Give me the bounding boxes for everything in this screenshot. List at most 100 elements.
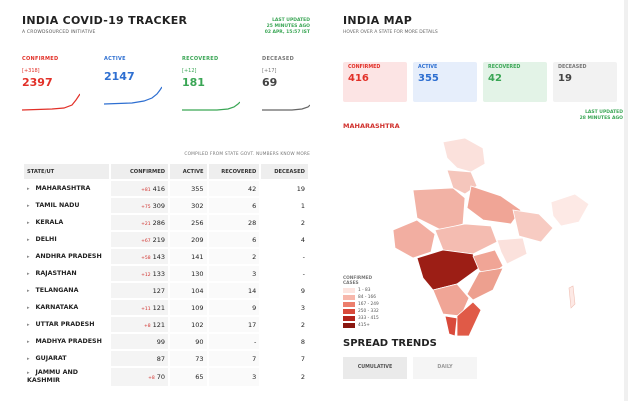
confirmed-value: 219 [152,235,166,244]
tab-daily[interactable]: DAILY [413,357,477,379]
deceased-value: - [302,269,305,278]
active-sparkline [104,86,162,105]
state-name: GUJARAT [35,354,67,362]
table-row[interactable]: ▸ MADHYA PRADESH 99 90 - 8 [24,334,308,349]
state-name: DELHI [35,235,57,243]
header-state[interactable]: STATE/UT [24,164,110,179]
tab-cumulative[interactable]: CUMULATIVE [343,357,407,379]
stat-confirmed[interactable]: CONFIRMED [+318] 2397 [22,56,86,111]
table-row[interactable]: ▸ MAHARASHTRA +81 416 355 42 19 [24,181,308,196]
confirmed-delta: +67 [141,238,151,244]
state-name: TELANGANA [35,286,79,294]
last-updated-relative: 25 MINUTES AGO [266,24,310,29]
chevron-right-icon[interactable]: ▸ [27,321,30,328]
active-value: 355 [170,181,207,196]
table-row[interactable]: ▸ TAMIL NADU +75 309 302 6 1 [24,198,308,213]
card-deceased: DECEASED 19 [553,62,617,102]
table-row[interactable]: ▸ GUJARAT 87 73 7 7 [24,351,308,366]
chevron-right-icon[interactable]: ▸ [27,185,30,192]
confirmed-value: 309 [152,201,166,210]
stat-deceased[interactable]: DECEASED [+17] 69 [262,56,326,111]
stat-label: CONFIRMED [22,56,59,62]
stat-delta: [+318] [22,68,40,74]
header-confirmed[interactable]: CONFIRMED [111,164,169,179]
stat-value: 181 [182,76,205,89]
header-recovered[interactable]: RECOVERED [208,164,260,179]
table-row[interactable]: ▸ JAMMU AND KASHMIR +8 70 65 3 2 [24,368,308,386]
legend-swatch [343,322,355,328]
map-state-mp[interactable] [434,223,498,255]
legend-swatch [343,315,355,321]
map-state-jk[interactable] [442,138,486,173]
map-state-odisha[interactable] [496,237,528,265]
header-deceased[interactable]: DECEASED [261,164,308,179]
map-state-east[interactable] [512,209,554,243]
chevron-right-icon[interactable]: ▸ [27,287,30,294]
table-row[interactable]: ▸ KARNATAKA +11 121 109 9 3 [24,300,308,315]
confirmed-delta: +12 [141,272,151,278]
chevron-right-icon[interactable]: ▸ [27,219,30,226]
map-state-up[interactable] [466,185,522,225]
legend-swatch [343,308,355,314]
recovered-value: 9 [208,300,260,315]
recovered-value: - [208,334,260,349]
map-state-karnataka[interactable] [432,283,470,317]
recovered-value: 17 [208,317,260,332]
state-name: KERALA [35,218,64,226]
map-state-andhra[interactable] [466,267,504,301]
chevron-right-icon[interactable]: ▸ [27,355,30,362]
map-state-kerala[interactable] [444,315,458,337]
active-value: 256 [170,215,207,230]
confirmed-value: 99 [156,337,166,346]
active-value: 209 [170,232,207,247]
state-table: STATE/UT CONFIRMED ACTIVE RECOVERED DECE… [22,162,310,388]
table-row[interactable]: ▸ ANDHRA PRADESH +58 143 141 2 - [24,249,308,264]
stat-active[interactable]: ACTIVE 2147 [104,56,168,105]
chevron-right-icon[interactable]: ▸ [27,338,30,345]
chevron-right-icon[interactable]: ▸ [27,253,30,260]
stat-value: 2397 [22,76,53,89]
card-active: ACTIVE 355 [413,62,477,102]
state-name: MAHARASHTRA [35,184,91,192]
deceased-value: 1 [300,201,305,210]
last-updated-absolute: 02 APR, 15:57 IST [264,30,310,35]
map-state-maharashtra[interactable] [416,249,480,291]
map-state-northeast[interactable] [550,193,590,227]
map-state-gujarat[interactable] [392,219,436,259]
table-row[interactable]: ▸ KERALA +21 286 256 28 2 [24,215,308,230]
table-row[interactable]: ▸ UTTAR PRADESH +8 121 102 17 2 [24,317,308,332]
confirmed-delta: +8 [143,323,151,329]
map-islands[interactable] [568,285,576,309]
card-value: 355 [418,73,439,84]
deceased-value: 19 [296,184,305,193]
state-name: KARNATAKA [35,303,79,311]
chevron-right-icon[interactable]: ▸ [27,270,30,277]
legend-item: 333 - 415 [343,315,379,321]
stat-delta: [+12] [182,68,197,74]
legend-label: 167 - 249 [358,301,379,307]
legend-swatch [343,294,355,300]
chevron-right-icon[interactable]: ▸ [27,304,30,311]
confirmed-value: 133 [152,269,166,278]
chevron-right-icon[interactable]: ▸ [27,370,30,376]
active-value: 90 [170,334,207,349]
map-last-updated-relative: 28 MINUTES AGO [579,116,623,121]
chevron-right-icon[interactable]: ▸ [27,202,30,209]
map-state-tamilnadu[interactable] [456,301,482,337]
confirmed-sparkline [22,93,80,111]
chevron-right-icon[interactable]: ▸ [27,236,30,243]
stat-recovered[interactable]: RECOVERED [+12] 181 [182,56,246,111]
header-active[interactable]: ACTIVE [170,164,207,179]
confirmed-value: 286 [152,218,166,227]
page-scrollbar[interactable] [624,0,628,401]
table-row[interactable]: ▸ RAJASTHAN +12 133 130 3 - [24,266,308,281]
legend-title-line1: CONFIRMED [343,276,373,281]
stat-label: DECEASED [262,56,295,62]
table-row[interactable]: ▸ DELHI +67 219 209 6 4 [24,232,308,247]
confirmed-value: 87 [156,354,166,363]
card-value: 42 [488,73,502,84]
stat-label: ACTIVE [104,56,126,62]
source-note[interactable]: COMPILED FROM STATE GOVT. NUMBERS KNOW M… [184,152,310,157]
table-row[interactable]: ▸ TELANGANA 127 104 14 9 [24,283,308,298]
deceased-value: 9 [300,286,305,295]
